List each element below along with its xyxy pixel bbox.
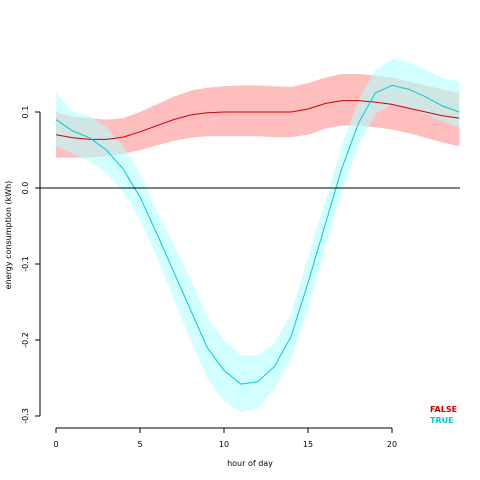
- legend-item-true: TRUE: [430, 416, 454, 425]
- series-line-true: [55, 84, 460, 385]
- x-tick-label: 0: [53, 440, 58, 449]
- legend-item-false: FALSE: [430, 405, 457, 414]
- x-tick-label: 5: [137, 440, 142, 449]
- y-tick-label: 0.0: [21, 182, 30, 195]
- x-tick-label: 15: [303, 440, 313, 449]
- x-tick-label: 20: [387, 440, 397, 449]
- x-tick-label: 10: [219, 440, 229, 449]
- legend: FALSE TRUE: [430, 405, 457, 425]
- series-line-false: [55, 100, 460, 140]
- axes: 0 5 10 15 20 -0.3 -0.2 -0.1 0.0 0.1: [21, 106, 397, 449]
- y-tick-label: -0.2: [21, 332, 30, 348]
- x-axis-title: hour of day: [227, 459, 273, 468]
- y-tick-label: -0.1: [21, 256, 30, 272]
- series-lines: [55, 84, 460, 385]
- y-axis-title: energy consumption (kWh): [4, 181, 13, 290]
- band-false: [56, 74, 460, 158]
- y-tick-label: -0.3: [21, 408, 30, 424]
- y-tick-label: 0.1: [21, 106, 30, 119]
